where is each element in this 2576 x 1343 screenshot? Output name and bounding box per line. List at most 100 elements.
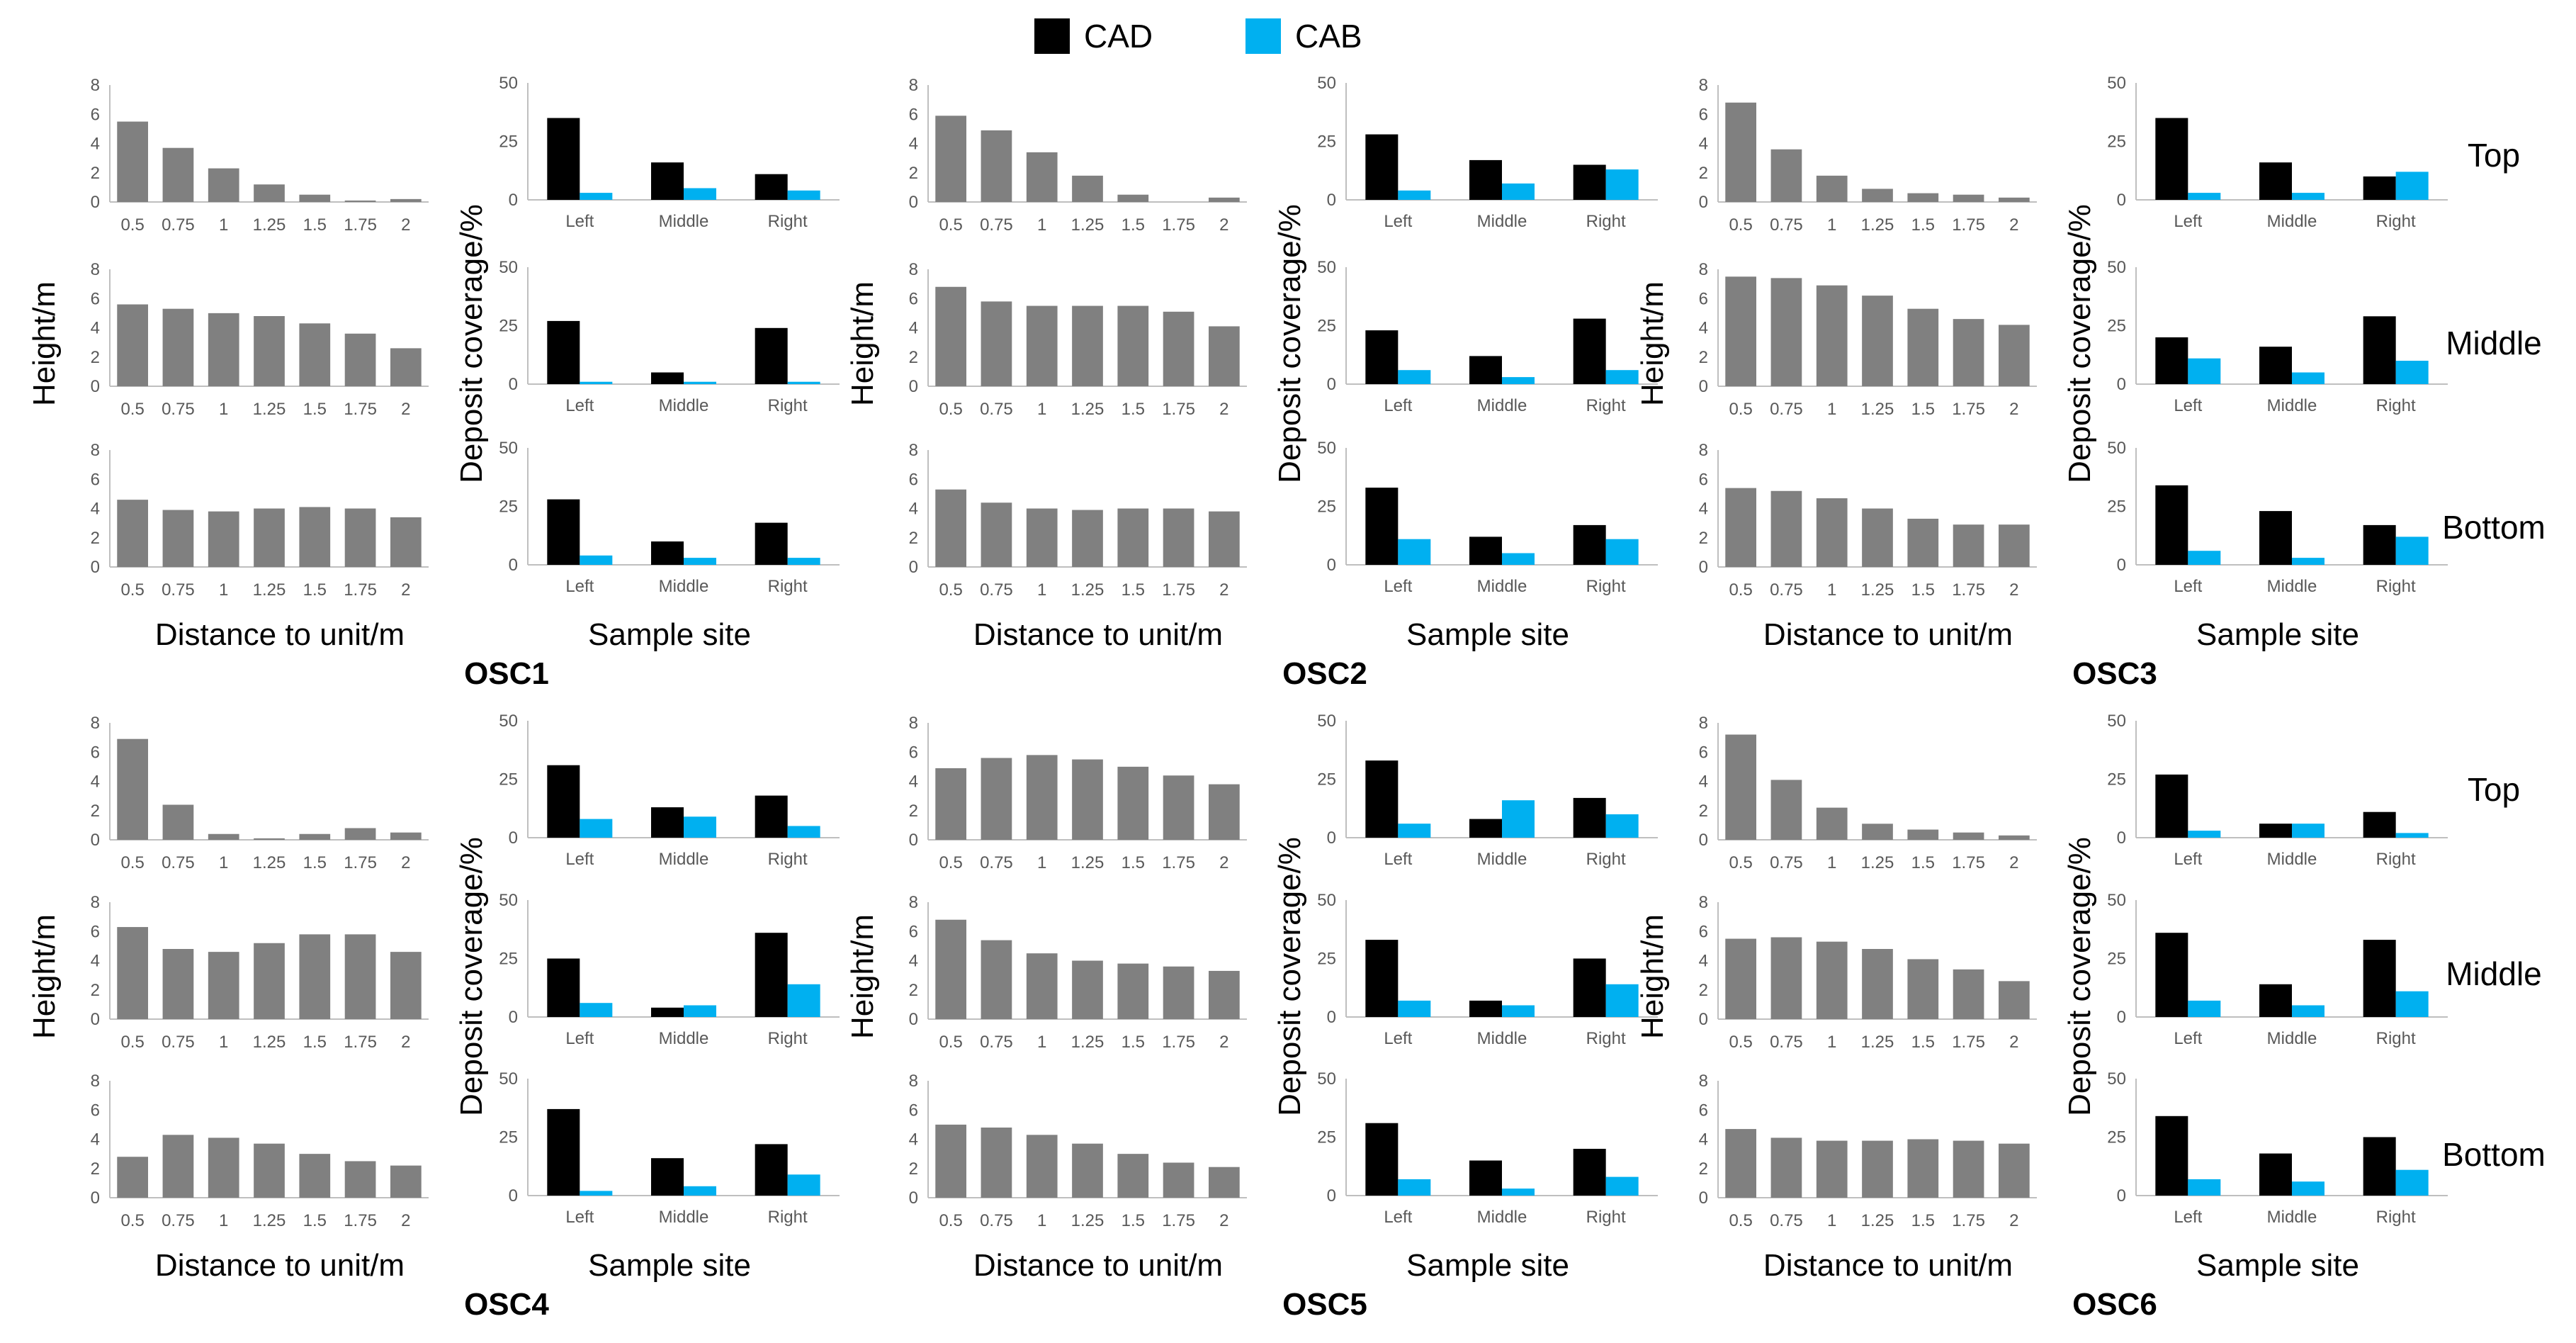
x-tick-label: Right <box>768 396 808 415</box>
cad-bar <box>1573 318 1606 384</box>
cab-bar <box>787 190 820 200</box>
cab-bar <box>2395 991 2429 1017</box>
x-tick-label: Left <box>565 850 594 869</box>
coverage-plot-middle: 0 25 50 Left Middle Right <box>2107 891 2448 1048</box>
y-tick-label: 8 <box>909 714 918 733</box>
cab-bar <box>580 193 613 200</box>
height-bar <box>1770 937 1802 1019</box>
cab-bar <box>2292 558 2324 565</box>
y-tick-label: 25 <box>2107 770 2126 789</box>
y-tick-label: 50 <box>499 74 518 93</box>
y-tick-label: 2 <box>909 348 918 367</box>
y-tick-label: 0 <box>1327 828 1336 848</box>
y-tick-label: 0 <box>909 1189 918 1208</box>
cad-bar <box>1365 488 1399 565</box>
cad-bar <box>1365 1123 1399 1196</box>
coverage-plot-top: 0 25 50 Left Middle Right <box>1317 712 1658 869</box>
height-bar <box>299 1154 331 1198</box>
height-plot-bottom: 0 2 4 6 8 0.5 0.75 1 1.25 1.5 1.75 2 <box>91 441 429 600</box>
x-tick-label: 1.5 <box>303 853 327 872</box>
x-tick-label: 2 <box>2009 580 2018 600</box>
height-bar <box>208 313 239 386</box>
y-tick-label: 25 <box>2107 950 2126 969</box>
height-bar <box>1072 175 1103 202</box>
y-tick-label: 4 <box>1699 500 1708 519</box>
height-bar <box>1999 197 2030 202</box>
y-tick-label: 6 <box>909 922 918 941</box>
y-tick-label: 8 <box>1699 441 1708 460</box>
height-bar <box>1907 308 1939 386</box>
x-tick-label: 1 <box>1037 1033 1046 1052</box>
y-tick-label: 8 <box>909 76 918 95</box>
height-bar <box>1163 508 1194 567</box>
x-tick-label: 1.25 <box>1071 1211 1105 1230</box>
x-tick-label: Middle <box>2267 1208 2317 1227</box>
x-tick-label: 1.75 <box>1952 580 1985 600</box>
x-tick-label: 1.5 <box>1122 215 1145 235</box>
cab-bar <box>1502 553 1535 565</box>
cad-bar <box>2155 933 2188 1017</box>
cad-bar <box>2155 485 2188 565</box>
cad-bar <box>755 327 788 384</box>
height-bar <box>390 198 422 202</box>
x-tick-label: Right <box>2376 212 2416 231</box>
height-bar <box>1770 780 1802 840</box>
x-tick-label: 1.25 <box>253 400 286 419</box>
x-tick-label: 1.25 <box>1861 1033 1894 1052</box>
cab-bar <box>2188 551 2221 565</box>
height-axis-title: Height/m <box>845 914 880 1039</box>
y-tick-label: 2 <box>1699 981 1708 1000</box>
x-tick-label: Left <box>1384 396 1412 415</box>
x-tick-label: 2 <box>401 1033 410 1052</box>
height-bar <box>390 517 422 567</box>
distance-axis-title: Distance to unit/m <box>973 1248 1223 1283</box>
cab-bar <box>580 819 613 838</box>
y-tick-label: 4 <box>1699 772 1708 792</box>
site-axis-title: Sample site <box>1406 1248 1569 1283</box>
x-tick-label: 0.5 <box>939 215 962 235</box>
height-bar <box>1907 959 1939 1019</box>
y-tick-label: 6 <box>91 289 100 308</box>
height-bar <box>1862 296 1893 386</box>
x-tick-label: 1.25 <box>1071 580 1105 600</box>
y-tick-label: 8 <box>91 441 100 460</box>
cab-bar <box>2188 1000 2221 1017</box>
panel-name: OSC1 <box>464 656 549 691</box>
x-tick-label: Left <box>1384 850 1412 869</box>
cab-bar <box>2292 193 2324 200</box>
x-tick-label: 1.5 <box>1122 1211 1145 1230</box>
height-bar <box>1026 755 1058 840</box>
height-bar <box>1999 325 2030 386</box>
x-tick-label: Middle <box>659 212 709 231</box>
y-tick-label: 4 <box>909 319 918 338</box>
x-tick-label: 1.75 <box>1162 853 1195 872</box>
cab-bar <box>1398 190 1431 200</box>
cab-bar <box>2292 372 2324 384</box>
x-tick-label: 1.5 <box>1122 1033 1145 1052</box>
y-tick-label: 50 <box>2107 891 2126 910</box>
y-tick-label: 0 <box>2117 828 2126 848</box>
x-tick-label: 1.25 <box>253 215 286 235</box>
x-tick-label: Middle <box>1477 212 1527 231</box>
cab-bar <box>1398 824 1431 838</box>
x-tick-label: 0.5 <box>1729 1211 1752 1230</box>
y-tick-label: 25 <box>499 1128 518 1147</box>
cad-bar <box>2363 316 2396 384</box>
y-tick-label: 25 <box>1317 133 1336 152</box>
cad-bar <box>547 499 580 565</box>
y-tick-label: 0 <box>91 558 100 577</box>
x-tick-label: Left <box>2174 1029 2202 1048</box>
cad-bar <box>1573 1149 1606 1196</box>
y-tick-label: 25 <box>2107 1128 2126 1147</box>
panel-osc4: 0 2 4 6 8 0.5 0.75 1 1.25 1.5 1.75 2 0 2 4 6 8 0.5 0.75 1 1.… <box>27 712 840 1322</box>
y-tick-label: 8 <box>91 1072 100 1091</box>
height-bar <box>1117 766 1149 840</box>
height-bar <box>935 1124 966 1198</box>
coverage-plot-middle: 0 25 50 Left Middle Right <box>1317 891 1658 1048</box>
x-tick-label: 0.5 <box>939 580 962 600</box>
height-bar <box>981 130 1012 202</box>
x-tick-label: 0.75 <box>162 853 195 872</box>
y-tick-label: 0 <box>91 1189 100 1208</box>
coverage-plot-top: 0 25 50 Left Middle Right <box>1317 74 1658 231</box>
